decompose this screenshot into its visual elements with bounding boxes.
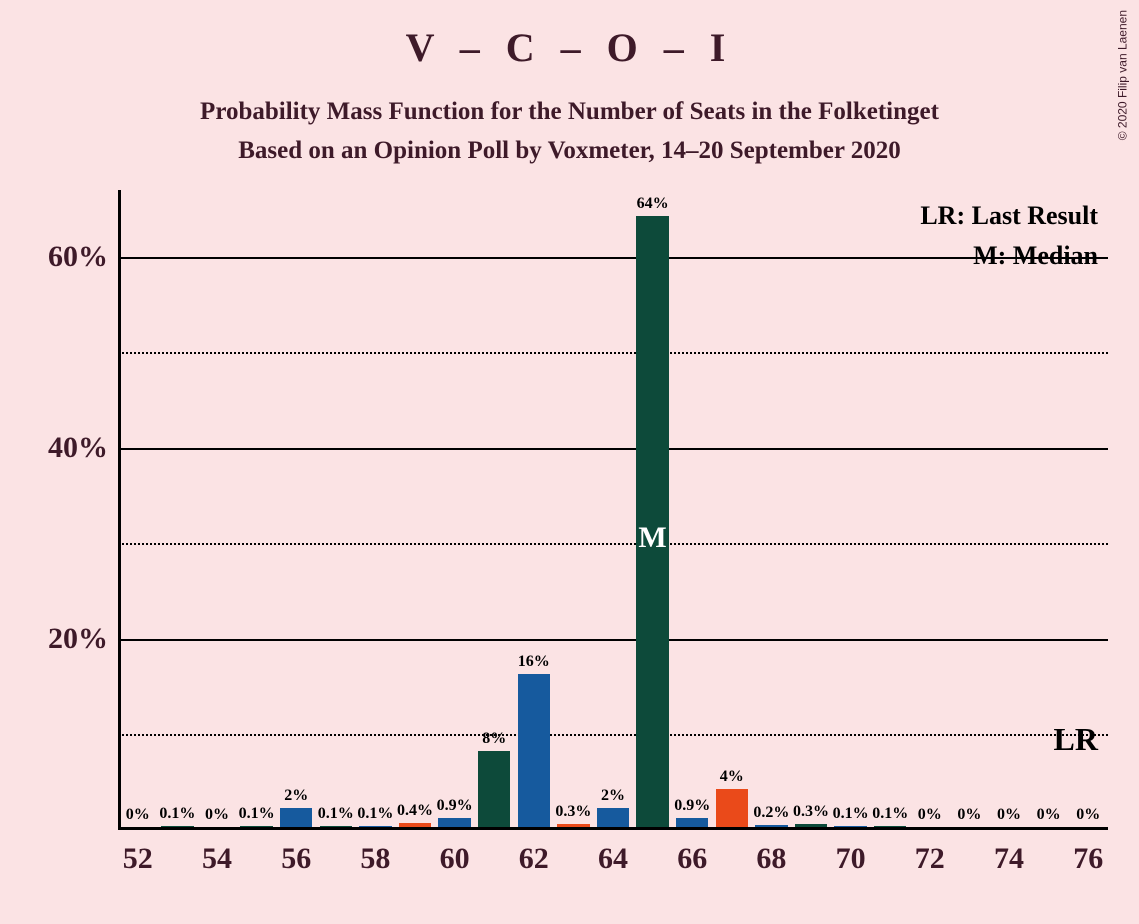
bar	[240, 826, 272, 827]
bar-value-label: 0%	[1076, 806, 1100, 824]
x-tick-label: 76	[1073, 842, 1103, 876]
bar	[399, 823, 431, 827]
plot-area: 20%40%60%525456586062646668707274760%0.1…	[118, 190, 1108, 830]
x-tick-label: 64	[598, 842, 628, 876]
bar-value-label: 0%	[918, 806, 942, 824]
chart-subtitle: Probability Mass Function for the Number…	[0, 93, 1139, 171]
copyright-text: © 2020 Filip van Laenen	[1115, 10, 1129, 140]
bar	[280, 808, 312, 827]
grid-minor	[118, 543, 1108, 545]
y-tick-label: 20%	[18, 622, 108, 656]
bar	[716, 789, 748, 827]
bar-value-label: 0.1%	[318, 805, 354, 823]
bar	[795, 824, 827, 827]
bar-value-label: 8%	[482, 730, 506, 748]
x-tick-label: 70	[836, 842, 866, 876]
x-tick-label: 58	[360, 842, 390, 876]
legend-m: M: Median	[920, 236, 1098, 276]
x-axis-line	[118, 827, 1108, 830]
bar-value-label: 0%	[957, 806, 981, 824]
pmf-chart: 20%40%60%525456586062646668707274760%0.1…	[118, 190, 1108, 830]
chart-title: V – C – O – I	[0, 0, 1139, 71]
bar-value-label: 0.2%	[753, 804, 789, 822]
bar	[557, 824, 589, 827]
bar-value-label: 0.1%	[833, 805, 869, 823]
bar-value-label: 0%	[1037, 806, 1061, 824]
bar	[755, 825, 787, 827]
legend-lr: LR: Last Result	[920, 196, 1098, 236]
bar-value-label: 0.9%	[674, 797, 710, 815]
x-tick-label: 66	[677, 842, 707, 876]
bar	[438, 818, 470, 827]
bar-value-label: 0.1%	[239, 805, 275, 823]
x-tick-label: 72	[915, 842, 945, 876]
x-tick-label: 68	[756, 842, 786, 876]
bar	[676, 818, 708, 827]
bar-value-label: 0.1%	[357, 805, 393, 823]
subtitle-line-2: Based on an Opinion Poll by Voxmeter, 14…	[238, 137, 901, 164]
y-tick-label: 40%	[18, 431, 108, 465]
bar	[161, 826, 193, 827]
y-tick-label: 60%	[18, 240, 108, 274]
bar-value-label: 2%	[284, 787, 308, 805]
bar-value-label: 0.1%	[872, 805, 908, 823]
x-tick-label: 52	[123, 842, 153, 876]
bar-value-label: 0.4%	[397, 802, 433, 820]
legend-box: LR: Last Result M: Median	[920, 196, 1098, 277]
bar-value-label: 0%	[205, 806, 229, 824]
bar-value-label: 0%	[126, 806, 150, 824]
bar-value-label: 0.3%	[793, 803, 829, 821]
x-tick-label: 54	[202, 842, 232, 876]
bar	[478, 751, 510, 827]
bar	[834, 826, 866, 827]
x-tick-label: 62	[519, 842, 549, 876]
grid-minor	[118, 352, 1108, 354]
bar	[874, 826, 906, 827]
last-result-marker: LR	[1054, 721, 1098, 758]
grid-major	[118, 448, 1108, 450]
bar	[359, 826, 391, 827]
bar-value-label: 64%	[637, 195, 669, 213]
bar	[597, 808, 629, 827]
subtitle-line-1: Probability Mass Function for the Number…	[200, 98, 939, 125]
bar	[320, 826, 352, 827]
bar	[518, 674, 550, 827]
x-tick-label: 56	[281, 842, 311, 876]
median-marker: M	[638, 521, 666, 555]
x-tick-label: 60	[440, 842, 470, 876]
bar-value-label: 0.1%	[159, 805, 195, 823]
grid-major	[118, 639, 1108, 641]
bar-value-label: 2%	[601, 787, 625, 805]
bar-value-label: 16%	[518, 653, 550, 671]
grid-minor	[118, 734, 1108, 736]
bar-value-label: 0%	[997, 806, 1021, 824]
x-tick-label: 74	[994, 842, 1024, 876]
bar-value-label: 0.3%	[555, 803, 591, 821]
bar-value-label: 0.9%	[437, 797, 473, 815]
bar-value-label: 4%	[720, 768, 744, 786]
